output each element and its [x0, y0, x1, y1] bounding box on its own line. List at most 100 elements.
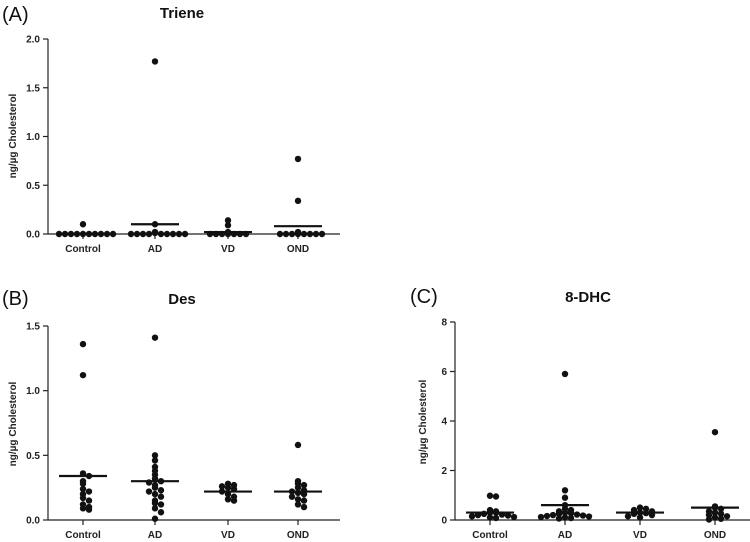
- data-point: [151, 334, 159, 341]
- data-point: [294, 496, 302, 503]
- data-point: [711, 428, 719, 436]
- data-point: [300, 497, 308, 504]
- data-point: [549, 511, 557, 519]
- data-point: [555, 515, 563, 522]
- data-point: [151, 58, 159, 65]
- data-point: [169, 230, 177, 238]
- data-point: [585, 513, 593, 520]
- data-point: [157, 487, 165, 494]
- data-point: [555, 510, 563, 518]
- data-point: [711, 514, 719, 521]
- data-point: [492, 514, 500, 522]
- data-point: [504, 512, 512, 519]
- x-tick-label: AD: [148, 530, 162, 541]
- data-point: [133, 230, 141, 238]
- data-point: [79, 494, 87, 502]
- data-point: [151, 228, 159, 236]
- data-point: [543, 512, 551, 520]
- x-tick-label: AD: [148, 244, 162, 255]
- panel-label: (B): [2, 288, 29, 310]
- data-point: [157, 509, 165, 516]
- data-point: [175, 230, 183, 238]
- data-point: [224, 484, 232, 491]
- data-point: [151, 499, 159, 507]
- data-point: [312, 230, 320, 238]
- data-point: [145, 230, 153, 238]
- data-point: [157, 230, 165, 238]
- y-axis-label: ng/µg Cholesterol: [418, 379, 429, 464]
- data-point: [579, 512, 587, 519]
- x-tick-label: OND: [287, 244, 309, 255]
- data-point: [127, 230, 135, 238]
- y-tick-label: 1.0: [26, 386, 40, 397]
- x-tick-label: Control: [472, 530, 508, 541]
- data-point: [705, 516, 713, 523]
- panel-label: (A): [2, 4, 29, 26]
- data-point: [561, 487, 569, 494]
- data-point: [711, 509, 719, 516]
- data-point: [151, 452, 159, 459]
- data-point: [294, 441, 302, 449]
- data-point: [85, 488, 93, 495]
- data-point: [79, 340, 87, 348]
- data-point: [79, 371, 87, 379]
- data-point: [636, 504, 644, 511]
- data-point: [288, 493, 296, 500]
- y-axis-label: ng/µg Cholesterol: [8, 381, 19, 466]
- data-point: [163, 230, 171, 238]
- x-tick-label: AD: [558, 530, 572, 541]
- data-point: [561, 370, 569, 378]
- y-tick-label: 0.5: [26, 181, 40, 192]
- data-point: [151, 505, 159, 512]
- chart-title: Des: [168, 291, 196, 308]
- data-point: [561, 514, 569, 521]
- panel-8-dhc: (C) 8-DHC ng/µg Cholesterol 0 2 4 6 8 Control…: [410, 286, 750, 541]
- data-point: [717, 515, 725, 522]
- data-point: [151, 457, 159, 464]
- data-point: [306, 230, 314, 238]
- data-point: [224, 222, 232, 229]
- data-point: [567, 509, 575, 517]
- data-point: [109, 230, 117, 238]
- data-point: [151, 490, 159, 498]
- y-tick-label: 0.0: [26, 230, 40, 241]
- panel-des: (B) Des ng/µg Cholesterol 0.0 0.5 1.0 1.5 Co…: [2, 288, 340, 541]
- data-point: [294, 155, 302, 163]
- x-tick-label: VD: [633, 530, 647, 541]
- data-point: [300, 230, 308, 238]
- panel-label: (C): [410, 286, 438, 308]
- data-point: [282, 230, 290, 238]
- data-point: [318, 230, 326, 238]
- data-point: [537, 513, 545, 521]
- x-tick-label: Control: [65, 530, 101, 541]
- y-tick-label: 0.0: [26, 516, 40, 527]
- x-tick-label: VD: [221, 530, 235, 541]
- panel-triene: (A) Triene ng/µg Cholesterol 0.0 0.5 1.0 1.…: [2, 4, 340, 255]
- data-point: [224, 496, 232, 503]
- data-point: [224, 217, 232, 224]
- data-point: [79, 505, 87, 512]
- y-tick-label: 1.0: [26, 132, 40, 143]
- x-tick-label: Control: [65, 244, 101, 255]
- data-point: [151, 484, 159, 491]
- data-point: [573, 511, 581, 518]
- data-point: [561, 509, 569, 516]
- data-point: [567, 514, 575, 522]
- data-point: [157, 493, 165, 500]
- data-point: [85, 497, 93, 504]
- data-point: [294, 230, 302, 238]
- data-point: [636, 514, 644, 521]
- chart-title: Triene: [160, 5, 204, 22]
- data-point: [723, 513, 731, 520]
- data-point: [561, 494, 569, 501]
- data-point: [218, 483, 226, 490]
- data-point: [79, 221, 87, 228]
- data-point: [276, 230, 284, 238]
- y-tick-label: 2.0: [26, 35, 40, 46]
- data-point: [79, 485, 87, 493]
- y-tick-label: 1.5: [26, 322, 40, 333]
- data-point: [85, 506, 93, 513]
- data-point: [624, 513, 632, 520]
- data-point: [157, 501, 165, 508]
